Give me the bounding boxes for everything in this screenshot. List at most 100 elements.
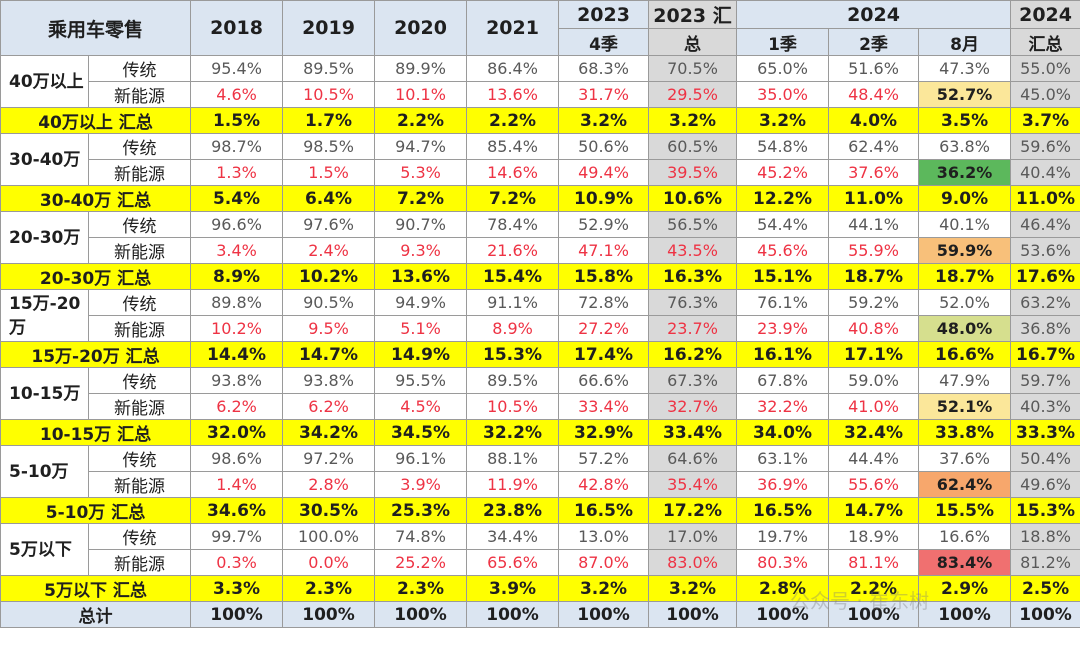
summary-row: 30-40万 汇总 5.4% 6.4% 7.2% 7.2% 10.9% 10.6% 12.2%… [0,185,1080,212]
summary-cell: 34.6% [190,497,284,524]
summary-cell: 4.0% [828,107,920,134]
summary-cell: 3.3% [190,575,284,602]
type-label-nev: 新能源 [87,81,192,108]
table-cell: 93.8% [190,367,284,394]
table-cell: 59.2% [828,289,920,316]
table-cell: 40.8% [828,315,920,342]
summary-label: 5-10万 汇总 [0,497,192,524]
table-cell: 96.1% [374,445,468,472]
table-row: 10-15万 传统 93.8% 93.8% 95.5% 89.5% 66.6% 67.3% 67… [0,367,1080,420]
type-label-traditional: 传统 [87,367,192,394]
summary-cell: 17.2% [648,497,738,524]
table-cell: 2.8% [282,471,376,498]
table-cell: 43.5% [648,237,738,264]
header-2023-total-top: 2023 汇 [648,0,738,29]
table-cell: 65.6% [466,549,560,576]
summary-cell: 10.2% [282,263,376,290]
summary-cell: 5.4% [190,185,284,212]
header-2024: 2024 [736,0,1012,29]
table-cell: 47.3% [918,55,1012,82]
table-cell: 45.6% [736,237,830,264]
table-cell: 1.3% [190,159,284,186]
table-cell: 66.6% [558,367,650,394]
table-cell: 60.5% [648,133,738,160]
table-cell: 68.3% [558,55,650,82]
table-cell: 2.4% [282,237,376,264]
table-cell: 87.0% [558,549,650,576]
table-cell: 5.1% [374,315,468,342]
table-cell: 4.5% [374,393,468,420]
summary-row: 5万以下 汇总 3.3% 2.3% 2.3% 3.9% 3.2% 3.2% 2.8% 2.2% 2… [0,575,1080,602]
table-cell: 62.4% [918,471,1012,498]
table-cell: 27.2% [558,315,650,342]
table-cell: 51.6% [828,55,920,82]
summary-cell: 2.8% [736,575,830,602]
summary-cell: 18.7% [918,263,1012,290]
table-cell: 13.0% [558,523,650,550]
table-cell: 83.0% [648,549,738,576]
summary-cell: 33.8% [918,419,1012,446]
table-cell: 55.9% [828,237,920,264]
type-label-traditional: 传统 [87,55,192,82]
table-cell: 52.1% [918,393,1012,420]
header-2021: 2021 [466,0,560,56]
table-cell: 94.7% [374,133,468,160]
header-2024-q1: 1季 [736,28,830,56]
table-row: 新能源 0.3% 0.0% 25.2% 65.6% 87.0% 83.0% 80.3% 81.1… [1,549,1080,576]
table-row: 新能源 6.2% 6.2% 4.5% 10.5% 33.4% 32.7% 32.2% 41.0%… [1,393,1080,420]
table-cell: 56.5% [648,211,738,238]
summary-cell: 15.8% [558,263,650,290]
table-cell: 47.9% [918,367,1012,394]
summary-cell: 32.9% [558,419,650,446]
table-cell: 89.5% [466,367,560,394]
table-cell: 41.0% [828,393,920,420]
table-cell: 10.5% [282,81,376,108]
table-cell: 36.2% [918,159,1012,186]
total-cell: 100% [828,601,920,628]
table-cell: 33.4% [558,393,650,420]
summary-cell: 14.9% [374,341,468,368]
table-cell: 89.5% [282,55,376,82]
table-cell: 6.2% [282,393,376,420]
table-cell: 65.0% [736,55,830,82]
table-cell: 10.5% [466,393,560,420]
table-cell: 45.0% [1010,81,1080,108]
summary-cell: 16.5% [736,497,830,524]
table-body: 40万以上 传统 95.4% 89.5% 89.9% 86.4% 68.3% 70.5% 65.… [0,55,1080,628]
table-cell: 78.4% [466,211,560,238]
type-label-nev: 新能源 [87,159,192,186]
table-cell: 29.5% [648,81,738,108]
type-label-traditional: 传统 [87,523,192,550]
table-cell: 18.8% [1010,523,1080,550]
summary-cell: 16.2% [648,341,738,368]
corner-header: 乘用车零售 [0,0,192,56]
table-cell: 35.4% [648,471,738,498]
summary-cell: 3.9% [466,575,560,602]
table-cell: 95.4% [190,55,284,82]
price-segment-label: 40万以上 [0,55,89,108]
table-cell: 0.3% [190,549,284,576]
price-segment-label: 5万以下 [0,523,89,576]
table-cell: 23.9% [736,315,830,342]
summary-row: 40万以上 汇总 1.5% 1.7% 2.2% 2.2% 3.2% 3.2% 3.2% 4.0%… [0,107,1080,134]
type-label-nev: 新能源 [87,471,192,498]
summary-cell: 3.2% [648,575,738,602]
table-cell: 72.8% [558,289,650,316]
table-cell: 90.5% [282,289,376,316]
table-cell: 48.0% [918,315,1012,342]
table-cell: 100.0% [282,523,376,550]
table-cell: 11.9% [466,471,560,498]
table-cell: 31.7% [558,81,650,108]
table-cell: 9.3% [374,237,468,264]
header-2024-total-sub: 汇总 [1010,28,1080,56]
total-row: 总计 100% 100% 100% 100% 100% 100% 100% 100% 100% 10… [0,601,1080,628]
summary-cell: 17.4% [558,341,650,368]
price-segment-label: 20-30万 [0,211,89,264]
summary-cell: 14.4% [190,341,284,368]
table-cell: 52.7% [918,81,1012,108]
table-row: 新能源 1.3% 1.5% 5.3% 14.6% 49.4% 39.5% 45.2% 37.6%… [1,159,1080,186]
table-cell: 70.5% [648,55,738,82]
table-cell: 97.6% [282,211,376,238]
table-cell: 36.8% [1010,315,1080,342]
summary-cell: 14.7% [282,341,376,368]
